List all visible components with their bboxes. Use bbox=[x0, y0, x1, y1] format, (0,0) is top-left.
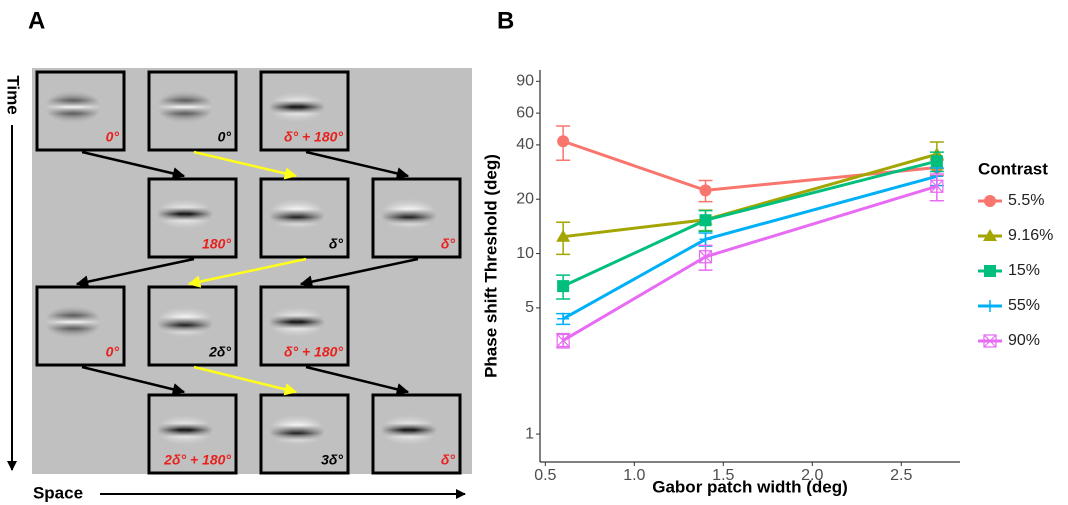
y-tick-label: 10 bbox=[516, 245, 534, 262]
y-tick-label: 60 bbox=[516, 104, 534, 121]
legend-label: 15% bbox=[1008, 262, 1040, 279]
y-tick-label: 1 bbox=[525, 425, 534, 442]
gabor-patch bbox=[269, 197, 325, 231]
series-line bbox=[562, 174, 938, 321]
y-tick-label: 90 bbox=[516, 73, 534, 90]
frame-label: 3δ° bbox=[321, 452, 343, 468]
frame-label: δ° + 180° bbox=[284, 344, 343, 360]
legend-title: Contrast bbox=[978, 159, 1048, 178]
frame-label: 0° bbox=[218, 129, 232, 145]
transition-arrow bbox=[299, 257, 419, 288]
point bbox=[930, 179, 944, 193]
point bbox=[699, 214, 712, 227]
gabor-patch bbox=[157, 413, 213, 447]
point bbox=[556, 229, 571, 242]
frame-label: 2δ° + 180° bbox=[163, 452, 231, 468]
legend-marker bbox=[984, 195, 996, 207]
point bbox=[699, 184, 712, 197]
series-line bbox=[562, 139, 938, 192]
frame-label: δ° bbox=[329, 236, 344, 252]
frame-label: 0° bbox=[106, 344, 120, 360]
transition-arrow bbox=[305, 365, 410, 396]
panel-label: B bbox=[497, 7, 514, 34]
gabor-patch bbox=[45, 90, 101, 124]
gabor-patch bbox=[269, 305, 325, 339]
legend-label: 90% bbox=[1008, 332, 1040, 349]
point bbox=[930, 155, 943, 168]
frame-label: 180° bbox=[202, 236, 231, 252]
gabor-patch bbox=[157, 197, 213, 231]
time-label: Time bbox=[4, 75, 23, 114]
transition-arrow bbox=[75, 257, 195, 288]
point bbox=[699, 233, 712, 246]
frame-label: 2δ° bbox=[208, 344, 231, 360]
gabor-patch bbox=[381, 197, 437, 231]
transition-arrow bbox=[193, 150, 298, 180]
series-line bbox=[562, 159, 938, 288]
frame-label: 0° bbox=[106, 129, 120, 145]
gabor-patch bbox=[45, 305, 101, 339]
point bbox=[557, 312, 570, 325]
transition-arrow bbox=[81, 365, 186, 396]
y-tick-label: 20 bbox=[516, 190, 534, 207]
gabor-patch bbox=[269, 413, 325, 447]
x-tick-label: 1.5 bbox=[712, 467, 734, 484]
gabor-patch bbox=[157, 305, 213, 339]
y-tick-label: 40 bbox=[516, 136, 534, 153]
gabor-patch bbox=[381, 413, 437, 447]
transition-arrow bbox=[81, 150, 186, 180]
legend-label: 5.5% bbox=[1008, 192, 1044, 209]
legend-label: 9.16% bbox=[1008, 227, 1053, 244]
x-tick-label: 0.5 bbox=[534, 467, 556, 484]
x-tick-label: 1.0 bbox=[623, 467, 645, 484]
transition-arrow bbox=[187, 257, 307, 288]
error-bar bbox=[698, 244, 713, 271]
legend-marker bbox=[984, 265, 996, 277]
error-bar bbox=[929, 173, 944, 202]
space-label: Space bbox=[33, 483, 83, 502]
y-tick-label: 5 bbox=[525, 299, 534, 316]
x-axis-label: Gabor patch width (deg) bbox=[652, 477, 848, 496]
point bbox=[556, 333, 570, 348]
legend-marker bbox=[983, 229, 997, 241]
gabor-patch bbox=[157, 90, 213, 124]
panel-label: A bbox=[28, 7, 45, 34]
frame-label: δ° bbox=[441, 452, 456, 468]
transition-arrow bbox=[305, 150, 410, 180]
frame-label: δ° + 180° bbox=[284, 129, 343, 145]
point bbox=[557, 280, 570, 293]
point bbox=[698, 250, 713, 264]
y-axis-label: Phase shift Threshold (deg) bbox=[481, 154, 500, 378]
legend-label: 55% bbox=[1008, 297, 1040, 314]
legend-marker bbox=[983, 334, 997, 348]
transition-arrow bbox=[193, 365, 298, 396]
x-tick-label: 2.5 bbox=[890, 467, 912, 484]
frame-label: δ° bbox=[441, 236, 456, 252]
gabor-patch bbox=[269, 90, 325, 124]
series-line bbox=[562, 152, 938, 239]
x-tick-label: 2.0 bbox=[801, 467, 823, 484]
legend-marker bbox=[984, 300, 996, 312]
point bbox=[557, 135, 570, 148]
